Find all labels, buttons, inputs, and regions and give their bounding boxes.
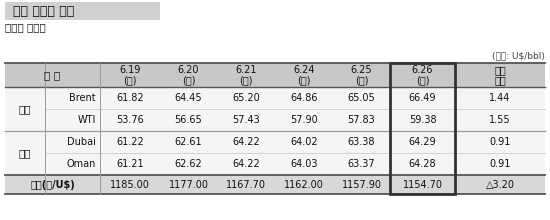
Text: (수): (수): [123, 75, 137, 85]
Text: 선물: 선물: [19, 104, 31, 114]
Text: WTI: WTI: [78, 115, 96, 125]
Text: 환율(원/U$): 환율(원/U$): [30, 180, 75, 189]
Text: 64.22: 64.22: [232, 159, 260, 169]
Text: 66.49: 66.49: [409, 93, 436, 103]
Text: (금): (금): [239, 75, 253, 85]
Text: 1167.70: 1167.70: [226, 180, 266, 189]
Text: (단위: U$/bbl): (단위: U$/bbl): [492, 51, 545, 61]
Text: Brent: Brent: [69, 93, 96, 103]
Text: 1.44: 1.44: [490, 93, 511, 103]
Text: 62.61: 62.61: [175, 137, 202, 147]
Text: 57.90: 57.90: [290, 115, 318, 125]
Text: 62.62: 62.62: [175, 159, 202, 169]
Text: 6.26: 6.26: [412, 65, 433, 75]
Text: 현물: 현물: [19, 148, 31, 158]
Text: 전일: 전일: [494, 65, 506, 75]
Text: 0.91: 0.91: [490, 159, 511, 169]
Text: 57.83: 57.83: [348, 115, 375, 125]
Text: 64.02: 64.02: [290, 137, 318, 147]
Bar: [5, 175, 545, 194]
Text: 《일일 가격》: 《일일 가격》: [5, 22, 46, 32]
Text: 6.19: 6.19: [119, 65, 141, 75]
Text: 64.22: 64.22: [232, 137, 260, 147]
Bar: [5, 153, 545, 175]
Text: 유 종: 유 종: [45, 70, 60, 80]
Text: 대비: 대비: [494, 75, 506, 85]
Text: 63.38: 63.38: [348, 137, 375, 147]
Text: 61.21: 61.21: [116, 159, 144, 169]
Text: 1.55: 1.55: [489, 115, 511, 125]
Text: 64.86: 64.86: [290, 93, 318, 103]
Text: (수): (수): [416, 75, 429, 85]
Text: 65.20: 65.20: [232, 93, 260, 103]
Text: 64.28: 64.28: [409, 159, 436, 169]
Text: 1157.90: 1157.90: [342, 180, 382, 189]
Text: Dubai: Dubai: [67, 137, 96, 147]
Text: 64.45: 64.45: [175, 93, 202, 103]
Text: 1185.00: 1185.00: [110, 180, 150, 189]
Text: 국제 원유가 추이: 국제 원유가 추이: [13, 4, 74, 18]
Text: 59.38: 59.38: [409, 115, 436, 125]
Text: 65.05: 65.05: [348, 93, 375, 103]
Text: (월): (월): [297, 75, 311, 85]
Text: 64.03: 64.03: [290, 159, 318, 169]
Text: 56.65: 56.65: [175, 115, 202, 125]
Text: 0.91: 0.91: [490, 137, 511, 147]
Bar: [390, 63, 455, 194]
Text: 1177.00: 1177.00: [168, 180, 208, 189]
Text: 63.37: 63.37: [348, 159, 375, 169]
Text: 61.82: 61.82: [116, 93, 144, 103]
Text: 6.24: 6.24: [293, 65, 315, 75]
Bar: [5, 63, 545, 87]
Bar: [5, 87, 545, 109]
Text: (목): (목): [182, 75, 195, 85]
Text: 64.29: 64.29: [409, 137, 436, 147]
Bar: [5, 109, 545, 131]
Text: 1154.70: 1154.70: [403, 180, 443, 189]
Text: 1162.00: 1162.00: [284, 180, 324, 189]
Bar: [5, 131, 545, 153]
Text: (화): (화): [355, 75, 368, 85]
Text: 61.22: 61.22: [116, 137, 144, 147]
Text: 6.25: 6.25: [351, 65, 372, 75]
Text: △3.20: △3.20: [486, 180, 514, 189]
Text: 57.43: 57.43: [232, 115, 260, 125]
Text: 53.76: 53.76: [116, 115, 144, 125]
Text: 6.20: 6.20: [178, 65, 199, 75]
Bar: [5, 2, 160, 20]
Text: Oman: Oman: [67, 159, 96, 169]
Text: 6.21: 6.21: [235, 65, 257, 75]
